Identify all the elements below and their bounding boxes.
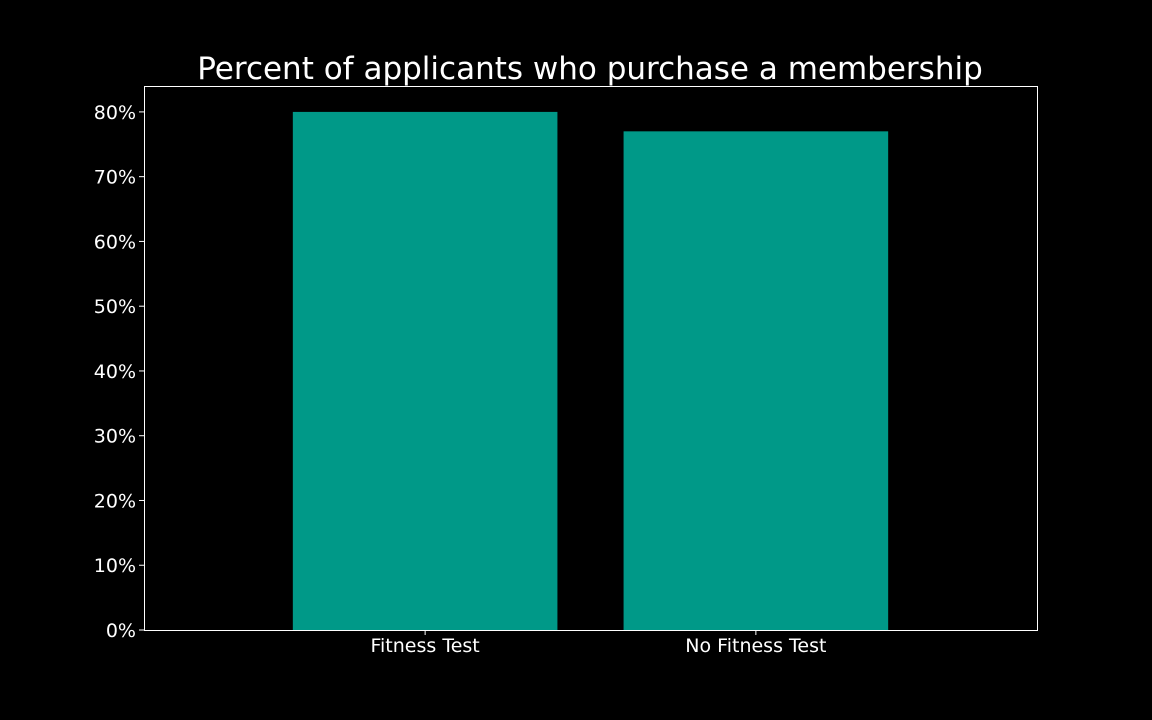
- bar-fitness-test: [292, 111, 558, 630]
- y-tick-label: 70%: [94, 167, 136, 189]
- bars-group: [292, 111, 889, 631]
- y-tick-label: 30%: [94, 426, 136, 448]
- x-tick-label: Fitness Test: [370, 635, 479, 657]
- x-tick-label: No Fitness Test: [685, 635, 826, 657]
- y-tick-label: 50%: [94, 296, 136, 318]
- x-axis: Fitness Test No Fitness Test: [370, 630, 826, 657]
- y-tick-label: 40%: [94, 361, 136, 383]
- y-tick-label: 60%: [94, 231, 136, 253]
- y-tick-label: 20%: [94, 490, 136, 512]
- chart-title: Percent of applicants who purchase a mem…: [197, 51, 983, 87]
- bar-no-fitness-test: [623, 131, 889, 631]
- plot-frame: [144, 86, 1038, 631]
- y-tick-label: 10%: [94, 555, 136, 577]
- y-axis: 0% 10% 20% 30% 40% 50% 60% 70% 80%: [94, 102, 144, 642]
- y-tick-label: 0%: [106, 620, 136, 642]
- y-tick-label: 80%: [94, 102, 136, 124]
